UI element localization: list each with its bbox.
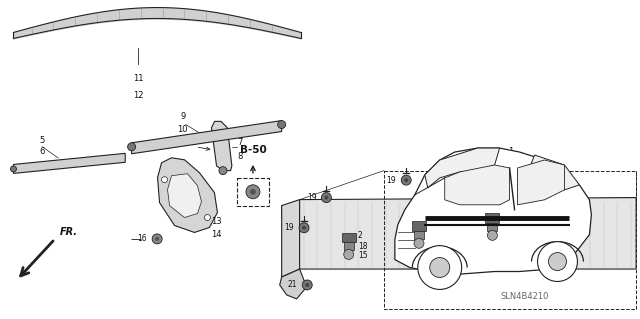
Bar (237, 178, 269, 206)
Text: 17: 17 (179, 136, 189, 145)
Bar (488, 223, 497, 231)
Circle shape (219, 167, 227, 174)
Circle shape (538, 241, 577, 281)
Text: 10: 10 (177, 125, 188, 134)
Circle shape (321, 193, 332, 203)
Text: 3: 3 (469, 205, 474, 214)
Text: 19: 19 (387, 176, 396, 185)
Text: 15: 15 (428, 240, 438, 249)
Polygon shape (13, 153, 125, 174)
Circle shape (10, 166, 17, 172)
Text: B-50: B-50 (239, 145, 266, 155)
Polygon shape (280, 269, 307, 299)
Circle shape (127, 143, 136, 151)
Text: 18: 18 (428, 231, 438, 240)
Circle shape (305, 283, 309, 287)
Circle shape (155, 237, 159, 241)
Circle shape (488, 230, 497, 240)
Circle shape (152, 234, 162, 244)
Text: 11: 11 (132, 74, 143, 83)
Polygon shape (445, 165, 509, 205)
Text: 16: 16 (138, 234, 147, 243)
Circle shape (344, 249, 354, 259)
Text: 15: 15 (501, 232, 511, 241)
Text: 1: 1 (508, 147, 514, 156)
Circle shape (404, 178, 408, 182)
Circle shape (161, 177, 168, 183)
Text: SLN4B4210: SLN4B4210 (500, 292, 548, 300)
Circle shape (204, 215, 211, 220)
Polygon shape (157, 158, 218, 233)
Text: 5: 5 (40, 136, 45, 145)
Bar (412, 221, 426, 231)
Text: 12: 12 (132, 91, 143, 100)
Text: 13: 13 (211, 217, 222, 226)
Text: 19: 19 (284, 223, 294, 232)
Text: 21: 21 (288, 280, 297, 289)
Text: 8: 8 (237, 152, 243, 161)
Polygon shape (211, 122, 232, 171)
Text: FR.: FR. (60, 227, 78, 237)
Bar (486, 213, 499, 223)
Text: 7: 7 (237, 137, 243, 146)
Bar (344, 242, 354, 250)
Text: 9: 9 (180, 112, 186, 121)
Polygon shape (168, 174, 202, 218)
Text: 6: 6 (40, 147, 45, 156)
Polygon shape (282, 200, 300, 277)
Circle shape (414, 238, 424, 248)
Circle shape (418, 246, 461, 289)
Polygon shape (395, 148, 591, 274)
Bar (342, 233, 356, 242)
Text: 20: 20 (401, 231, 410, 240)
Polygon shape (282, 197, 636, 218)
Polygon shape (529, 155, 579, 190)
Text: 18: 18 (358, 242, 367, 251)
Bar (384, 171, 636, 309)
Text: 14: 14 (211, 230, 222, 239)
Circle shape (246, 185, 260, 199)
Polygon shape (300, 197, 636, 269)
Text: 18: 18 (501, 223, 511, 232)
Circle shape (302, 226, 306, 230)
Bar (414, 231, 424, 239)
Circle shape (324, 196, 328, 200)
Polygon shape (425, 148, 500, 188)
Circle shape (302, 280, 312, 290)
Text: 15: 15 (358, 251, 367, 260)
Text: 4: 4 (508, 160, 514, 169)
Polygon shape (518, 160, 564, 205)
Text: 3: 3 (501, 212, 506, 221)
Text: 2: 2 (428, 220, 433, 229)
Circle shape (430, 257, 450, 278)
Circle shape (250, 189, 256, 195)
Circle shape (548, 253, 566, 271)
Circle shape (401, 175, 412, 185)
Circle shape (278, 121, 285, 129)
Polygon shape (132, 121, 282, 154)
Text: 19: 19 (307, 193, 316, 202)
Text: 2: 2 (358, 231, 362, 240)
Circle shape (299, 223, 309, 233)
Text: —: — (130, 234, 141, 244)
